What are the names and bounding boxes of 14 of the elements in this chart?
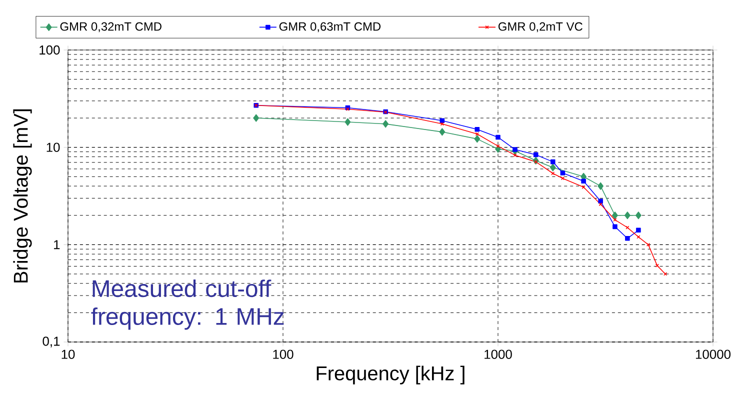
- y-tick-label: 1: [54, 240, 60, 250]
- annotation: Measured cut-off frequency: 1 MHz: [91, 280, 284, 330]
- y-tick-label: 100: [40, 45, 60, 55]
- y-tick-label: 0,1: [42, 336, 60, 348]
- legend-label: GMR 0,63mT CMD: [279, 22, 381, 32]
- x-axis-title: Frequency [kHz ]: [316, 366, 464, 384]
- y-tick-label: 10: [46, 142, 60, 152]
- y-axis-title: Bridge Voltage [mV]: [13, 109, 32, 282]
- x-tick-label: 10: [62, 350, 75, 359]
- x-tick-label: 10000: [696, 350, 731, 359]
- x-tick-label: 100: [273, 350, 294, 359]
- legend-label: GMR 0,2mT VC: [498, 22, 582, 32]
- x-tick-label: 1000: [484, 350, 512, 359]
- legend-label: GMR 0,32mT CMD: [60, 22, 162, 32]
